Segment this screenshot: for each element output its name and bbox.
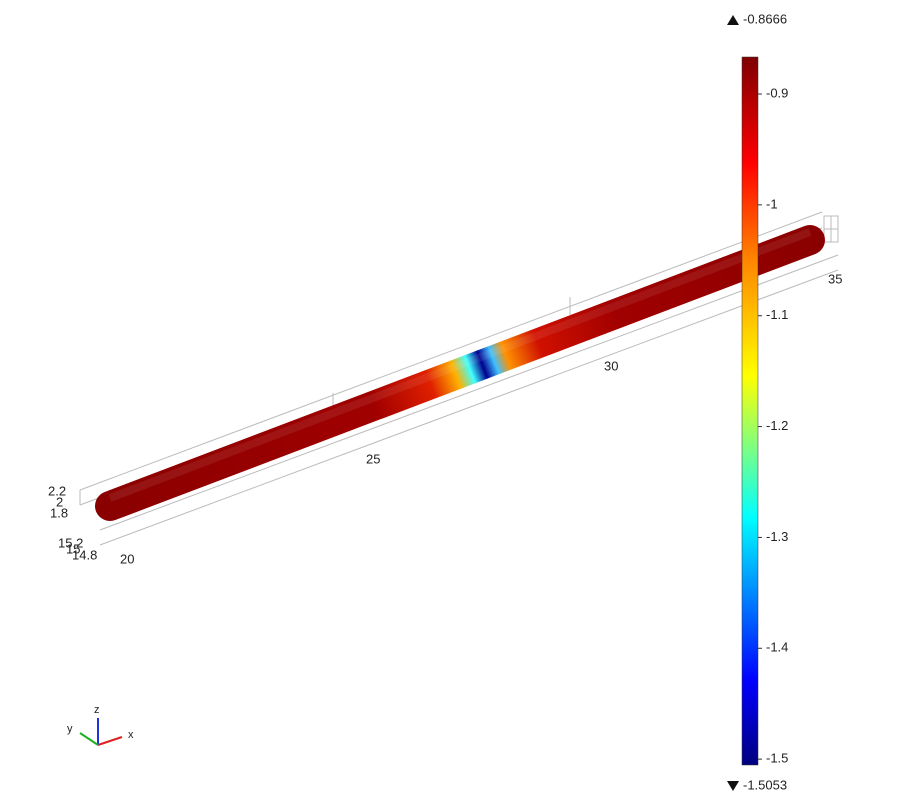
- colorbar-tick-label: -1.2: [766, 418, 788, 433]
- z-tick-label: 2.2: [48, 483, 66, 498]
- triad-y: y: [67, 723, 73, 735]
- y-tick-label: 15.2: [58, 535, 83, 550]
- min-marker: [727, 781, 739, 791]
- colorbar-tick-label: -1.5: [766, 751, 788, 766]
- x-tick-label: 20: [120, 551, 134, 566]
- colorbar-tick-label: -1.3: [766, 529, 788, 544]
- z-tick-label: 1.8: [50, 505, 68, 520]
- x-tick-label: 25: [366, 451, 380, 466]
- colorbar-tick-label: -1.1: [766, 307, 788, 322]
- colorbar-min: -1.5053: [743, 777, 787, 792]
- y-tick-label: 14.8: [72, 547, 97, 562]
- colorbar-tick-label: -1: [766, 196, 778, 211]
- rod: [95, 225, 825, 521]
- colorbar-tick-label: -0.9: [766, 85, 788, 100]
- colorbar-max: -0.8666: [743, 11, 787, 26]
- x-tick-label: 35: [828, 271, 842, 286]
- colorbar: [741, 56, 759, 766]
- y-tick-label: 15: [66, 541, 80, 556]
- triad-x: x: [128, 729, 134, 741]
- x-tick-label: 30: [604, 358, 618, 373]
- rod-highlight: [108, 228, 812, 502]
- colorbar-tick-label: -1.4: [766, 640, 788, 655]
- triad-z: z: [94, 704, 100, 716]
- max-marker: [727, 15, 739, 25]
- z-tick-label: 2: [56, 494, 63, 509]
- axis-triad: x y z: [67, 704, 134, 746]
